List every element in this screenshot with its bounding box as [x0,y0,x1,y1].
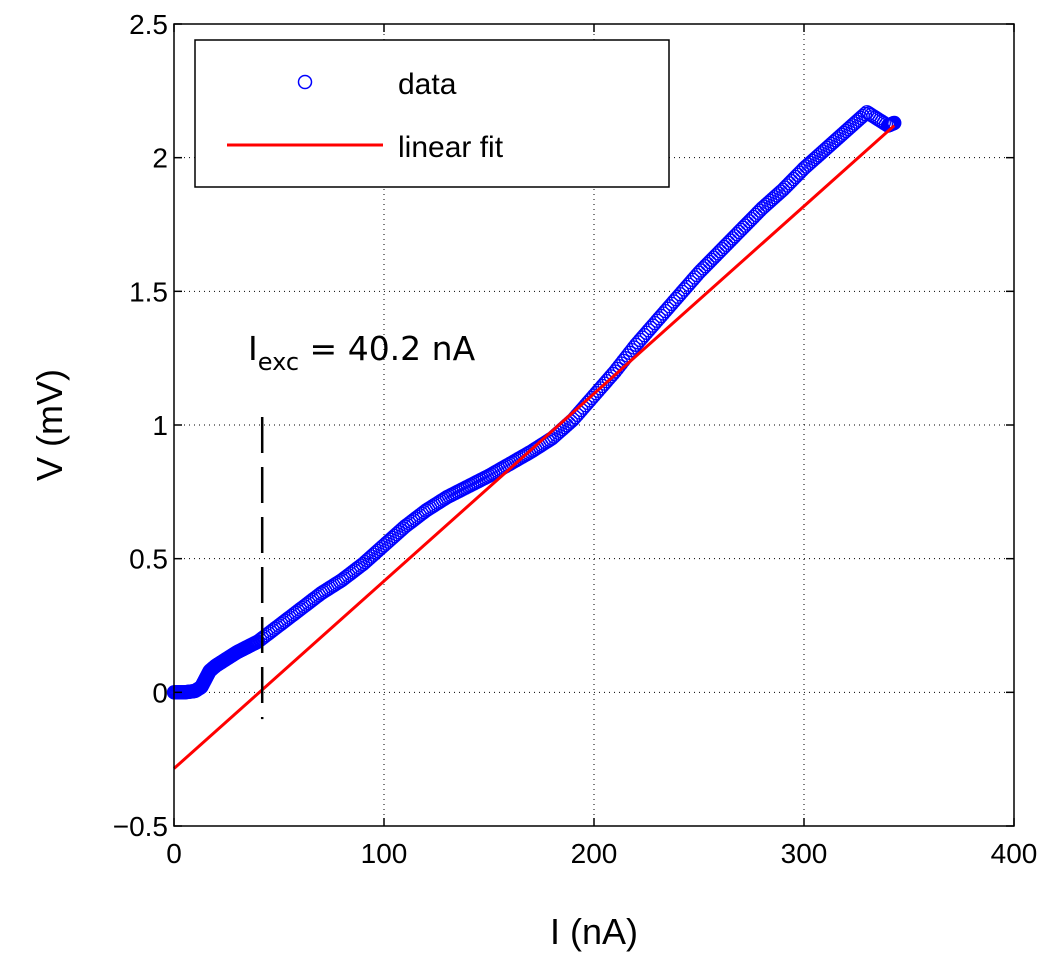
plot-area [166,105,902,770]
x-tick-label: 0 [166,838,182,869]
y-tick-label: 0.5 [129,544,168,575]
y-tick-label: 2.5 [129,9,168,40]
legend-box [194,39,670,188]
svg-text:Iexc = 40.2 nA: Iexc = 40.2 nA [248,329,476,376]
x-tick-label: 100 [361,838,408,869]
x-tick-label: 200 [571,838,618,869]
legend-marker-data [297,74,313,90]
annotation-main: I [248,329,258,368]
y-tick-label: 0 [152,677,168,708]
data-point [887,115,902,131]
series-data [166,105,902,700]
x-tick-labels: 0 100 200 300 400 [166,838,1037,869]
y-tick-label: −0.5 [113,811,168,842]
data-point [857,106,873,122]
legend-label-linear-fit: linear fit [398,131,504,164]
x-tick-label: 300 [781,838,828,869]
y-tick-label: 1.5 [129,276,168,307]
y-tick-label: 1 [152,410,168,441]
legend: data linear fit [194,39,670,188]
y-tick-label: 2 [152,143,168,174]
y-axis-title: V (mV) [29,369,70,481]
y-tick-labels: −0.5 0 0.5 1 1.5 2 2.5 [113,9,168,842]
series-linear-fit [173,124,896,770]
annotation-iexc: Iexc = 40.2 nA [248,329,476,376]
ticks [173,23,1015,827]
x-axis-title: I (nA) [550,911,638,952]
legend-label-data: data [398,68,457,101]
annotation-subscript: exc [258,348,299,376]
annotation-rest: = 40.2 nA [299,329,476,368]
x-tick-label: 400 [991,838,1038,869]
